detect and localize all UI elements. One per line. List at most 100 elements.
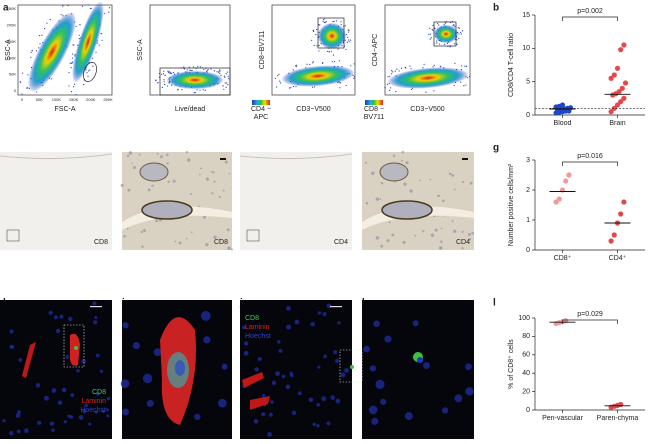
hoechst-nucleus — [18, 358, 23, 362]
hoechst-nucleus — [94, 315, 98, 319]
nucleus — [414, 234, 417, 237]
data-point — [621, 42, 627, 48]
hoechst-nucleus — [423, 362, 430, 370]
event-dot — [43, 28, 46, 30]
event-dot — [199, 89, 201, 91]
event-dot — [340, 21, 342, 23]
hoechst-nucleus — [106, 414, 110, 418]
event-dot — [219, 70, 221, 72]
event-dot — [225, 82, 228, 84]
data-point — [614, 65, 621, 71]
event-dot — [210, 68, 212, 70]
data-point — [608, 109, 614, 115]
event-dot — [190, 69, 192, 72]
hoechst-nucleus — [242, 325, 246, 330]
event-dot — [465, 84, 467, 86]
hoechst-nucleus — [278, 348, 283, 353]
event-dot — [390, 73, 393, 75]
event-dot — [341, 45, 343, 47]
event-dot — [434, 28, 436, 30]
event-dot — [456, 39, 458, 41]
event-dot — [62, 4, 64, 6]
event-dot — [457, 27, 459, 29]
nucleus — [172, 179, 176, 183]
event-dot — [323, 21, 325, 24]
x-tick-label: Paren-chyma — [596, 415, 639, 422]
event-dot — [460, 33, 463, 35]
hoechst-nucleus — [43, 395, 49, 401]
hoechst-nucleus — [16, 429, 21, 434]
hoechst-nucleus — [99, 369, 104, 373]
event-dot — [194, 91, 196, 94]
event-dot — [353, 77, 355, 79]
colorbar-label: CD4 − APC — [250, 106, 272, 121]
event-dot — [432, 29, 434, 31]
event-dot — [458, 33, 460, 35]
hoechst-nucleus — [63, 420, 67, 424]
y-tick-label: 100 — [518, 315, 530, 322]
x-tick-label: Peri-vascular — [542, 415, 583, 422]
hoechst-nucleus — [49, 421, 55, 426]
flow-tick: 200K — [86, 97, 96, 102]
hoechst-nucleus — [267, 431, 272, 437]
event-dot — [398, 70, 400, 72]
x-tick-label-box: CD4⁺ — [609, 255, 627, 262]
event-dot — [312, 61, 314, 63]
hoechst-nucleus — [122, 322, 129, 329]
data-point — [619, 85, 625, 91]
event-dot — [465, 65, 468, 68]
event-dot — [387, 76, 389, 78]
event-dot — [68, 85, 70, 87]
event-dot — [158, 72, 160, 75]
hoechst-nucleus — [59, 314, 64, 319]
event-dot — [430, 37, 432, 39]
event-dot — [339, 87, 341, 89]
y-axis-label: Number positive cells/mm² — [508, 163, 515, 246]
hoechst-nucleus — [120, 379, 130, 388]
event-dot — [67, 5, 69, 7]
event-dot — [155, 80, 157, 82]
gate — [159, 67, 231, 96]
hoechst-nucleus — [221, 363, 228, 370]
hoechst-nucleus — [194, 413, 201, 421]
event-dot — [345, 84, 347, 87]
flow-ylabel: CD4−APC — [372, 34, 379, 66]
event-dot — [68, 72, 70, 74]
fluorescence-image — [362, 300, 474, 439]
event-dot — [46, 22, 48, 24]
event-dot — [62, 5, 64, 7]
hoechst-nucleus — [380, 398, 387, 405]
event-dot — [319, 24, 321, 26]
nucleus — [127, 188, 131, 192]
nucleus — [429, 178, 432, 181]
event-dot — [218, 71, 220, 73]
event-dot — [454, 62, 456, 64]
event-dot — [311, 86, 314, 88]
flow-tick: 50K — [36, 97, 43, 102]
event-dot — [333, 20, 335, 23]
hoechst-nucleus — [2, 419, 6, 423]
event-dot — [425, 91, 427, 93]
nucleus — [166, 162, 169, 165]
event-dot — [169, 72, 171, 75]
nucleus — [365, 201, 369, 205]
nucleus — [185, 237, 188, 240]
hoechst-nucleus — [294, 319, 300, 325]
nucleus — [226, 228, 230, 232]
event-dot — [444, 22, 446, 24]
event-dot — [87, 70, 90, 72]
stain-label: CD4 — [456, 239, 470, 246]
event-dot — [164, 74, 166, 77]
hoechst-nucleus — [261, 412, 266, 417]
event-dot — [429, 38, 431, 40]
nucleus — [227, 246, 231, 250]
data-point — [618, 211, 624, 217]
event-dot — [101, 39, 103, 41]
event-dot — [177, 88, 179, 90]
event-dot — [188, 66, 190, 68]
nucleus — [451, 174, 455, 177]
event-dot — [446, 42, 449, 45]
event-dot — [468, 75, 471, 78]
y-tick-label: 1 — [526, 217, 530, 224]
vessel — [381, 200, 433, 220]
